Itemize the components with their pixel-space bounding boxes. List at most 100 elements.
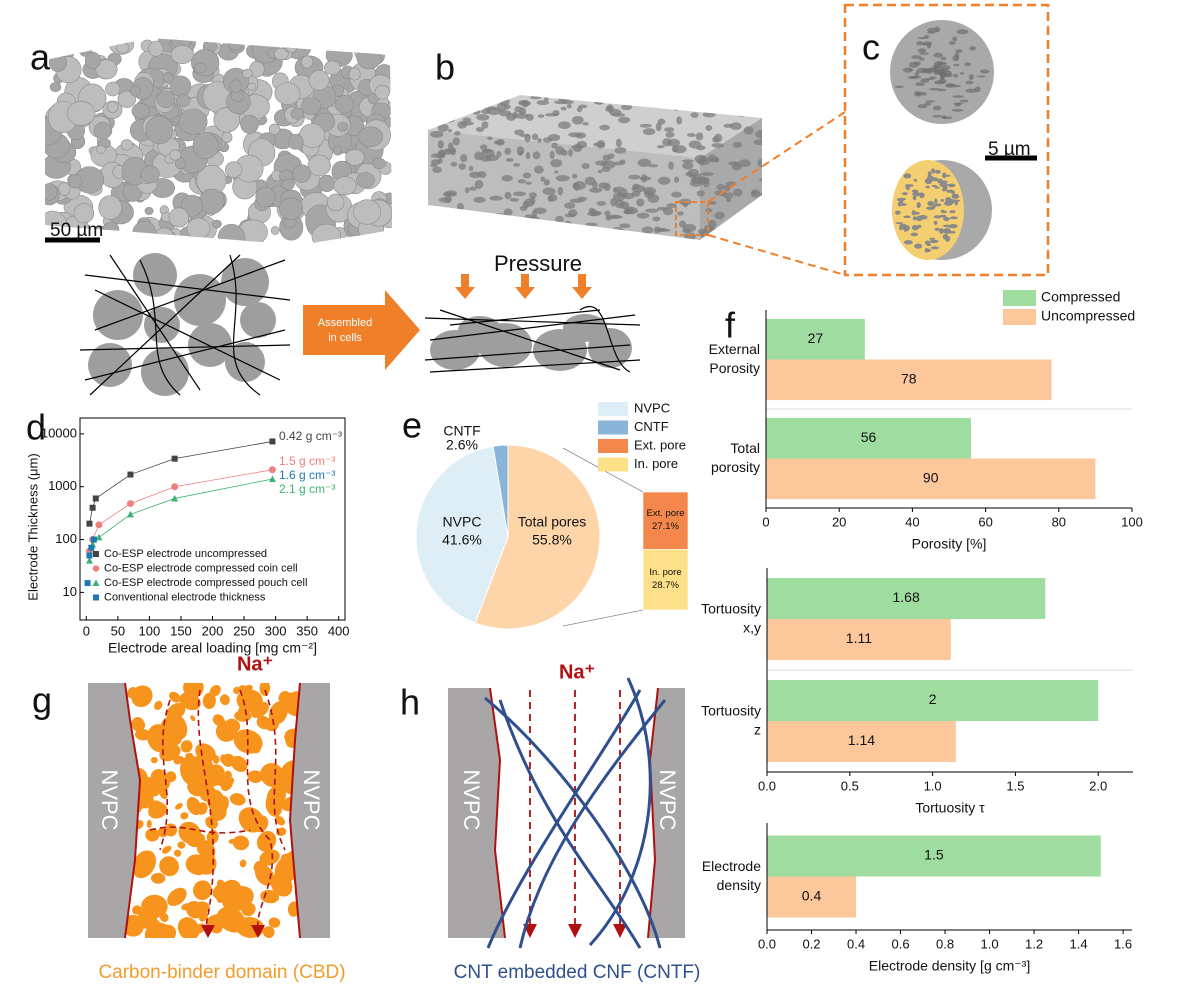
pressure-label: Pressure — [494, 251, 582, 276]
particle — [186, 217, 211, 240]
pore — [454, 131, 461, 136]
slice-label: CNTF — [443, 423, 480, 439]
marker — [95, 533, 103, 541]
pore — [462, 117, 472, 123]
bar — [766, 458, 1096, 500]
texture — [947, 183, 956, 188]
x-tick-label: 40 — [905, 514, 919, 529]
x-tick-label: 1.6 — [1114, 936, 1132, 951]
pore — [450, 161, 458, 167]
legend-marker — [93, 551, 99, 557]
particle — [270, 226, 280, 235]
pore — [609, 235, 616, 240]
pore — [445, 148, 457, 153]
pore — [713, 156, 720, 163]
cbd-blob — [225, 718, 241, 733]
pore — [475, 127, 485, 132]
bar-label: 1.5 — [924, 847, 944, 863]
pore — [444, 194, 452, 204]
pore — [641, 100, 656, 105]
particle — [58, 182, 71, 196]
marker — [268, 466, 276, 474]
texture — [942, 187, 946, 192]
cbd-blob — [179, 692, 201, 711]
marker — [84, 580, 91, 587]
pore — [525, 152, 531, 160]
texture — [976, 75, 987, 78]
pore — [589, 187, 603, 193]
cbd-blob — [216, 879, 225, 888]
pore — [570, 145, 584, 149]
pore — [565, 233, 573, 240]
cbd-blob — [229, 793, 246, 806]
pore — [468, 165, 474, 172]
zoom-box — [675, 201, 709, 236]
cbd-blob — [259, 683, 271, 696]
pore — [653, 226, 661, 234]
pore — [751, 224, 759, 230]
slice-value: 55.8% — [532, 532, 572, 548]
cbd-blob — [268, 701, 288, 725]
cbd-blob — [159, 912, 169, 922]
texture — [924, 248, 932, 253]
legend-label: In. pore — [634, 456, 678, 471]
particle — [356, 46, 382, 70]
pore — [464, 187, 470, 194]
cbd-blob — [259, 849, 280, 866]
pore — [519, 133, 530, 137]
pore — [514, 221, 526, 226]
pore — [472, 108, 481, 115]
x-tick-label: 0 — [762, 514, 769, 529]
particle — [345, 149, 365, 166]
pore — [711, 143, 725, 148]
pore — [611, 226, 623, 235]
category-label: Tortuosity z — [701, 702, 761, 737]
pie-slice — [474, 444, 601, 630]
pore — [647, 194, 660, 203]
pore — [493, 213, 506, 217]
pore — [737, 101, 747, 105]
block-side — [700, 118, 762, 240]
cbd-blob — [263, 926, 275, 938]
pore — [670, 102, 681, 108]
x-tick-label: 0.0 — [758, 936, 776, 951]
pore — [597, 235, 609, 240]
pore — [642, 128, 656, 136]
wall — [448, 688, 505, 938]
wall — [648, 688, 685, 938]
texture — [948, 83, 956, 87]
texture — [930, 246, 940, 250]
cbd-blob — [150, 872, 166, 884]
pore — [735, 109, 750, 117]
boundary — [647, 687, 659, 939]
particle — [169, 149, 182, 161]
pore — [489, 195, 503, 201]
x-tick-label: 1.2 — [1025, 936, 1043, 951]
particle — [66, 100, 96, 126]
x-tick-label: 150 — [170, 623, 192, 638]
legend-swatch — [598, 402, 628, 416]
pore — [514, 112, 529, 119]
cbd-blob — [141, 894, 168, 919]
wall-label: NVPC — [97, 769, 122, 830]
x-tick-label: 2.0 — [1089, 778, 1107, 793]
pore — [481, 148, 495, 158]
texture — [905, 185, 910, 191]
texture — [912, 195, 917, 201]
pore — [561, 100, 574, 105]
pore — [755, 130, 762, 139]
pore — [664, 127, 675, 133]
cbd-blob — [232, 835, 250, 851]
particle — [299, 123, 326, 148]
plot-frame — [79, 417, 346, 621]
wall — [290, 683, 330, 938]
x-axis-label: Tortuosity τ — [915, 800, 985, 816]
texture — [927, 201, 935, 207]
texture — [903, 228, 907, 232]
pore — [687, 168, 699, 177]
pore — [708, 219, 717, 229]
pore — [746, 103, 759, 112]
particle — [326, 193, 345, 212]
particle — [178, 108, 208, 135]
cbd-blob — [190, 777, 209, 797]
